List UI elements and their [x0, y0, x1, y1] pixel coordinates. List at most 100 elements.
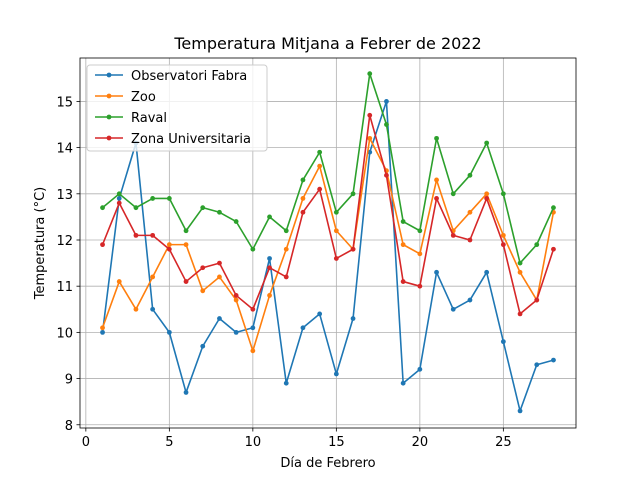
data-point	[367, 112, 373, 118]
data-point	[484, 269, 490, 275]
axis-ticks: 0 5 10 15 20 25 8 9 10 11 12 13 14 15	[56, 95, 511, 450]
series-line	[101, 100, 554, 412]
data-point	[333, 371, 339, 377]
data-point	[267, 256, 272, 261]
series-layer	[100, 71, 556, 414]
series-line	[101, 114, 555, 315]
y-tick-label: 12	[56, 234, 73, 249]
data-point	[250, 306, 256, 312]
data-point	[333, 228, 339, 234]
y-axis-title: Temperatura (°C)	[33, 187, 48, 300]
data-point	[233, 219, 239, 224]
data-point	[500, 232, 506, 238]
data-point	[166, 329, 172, 335]
data-point	[300, 196, 306, 201]
data-point	[200, 265, 206, 271]
data-point	[250, 348, 256, 354]
legend-marker	[106, 135, 112, 141]
data-point	[116, 279, 122, 284]
data-point	[200, 288, 206, 294]
chart-title: Temperatura Mitjana a Febrer de 2022	[173, 34, 481, 53]
x-tick-label: 0	[82, 435, 90, 450]
data-point	[484, 196, 490, 201]
data-point	[283, 274, 289, 280]
data-point	[183, 228, 189, 234]
data-point	[400, 219, 406, 224]
data-point	[367, 71, 373, 77]
data-point	[100, 242, 105, 248]
data-point	[317, 149, 323, 155]
data-point	[150, 306, 156, 312]
data-point	[217, 209, 222, 215]
data-point	[350, 191, 356, 197]
data-point	[484, 140, 490, 146]
data-point	[116, 191, 122, 197]
data-point	[434, 177, 439, 183]
data-point	[517, 269, 523, 275]
data-point	[500, 191, 506, 197]
plot-frame	[79, 57, 577, 429]
data-point	[183, 390, 189, 395]
data-point	[267, 265, 272, 271]
series-line	[101, 137, 555, 352]
data-point	[100, 325, 105, 331]
legend-marker	[106, 93, 112, 99]
data-point	[317, 311, 323, 317]
x-tick-label: 5	[165, 435, 173, 450]
x-axis-title: Día de Febrero	[280, 456, 375, 471]
data-point	[350, 246, 356, 252]
data-point	[217, 260, 222, 266]
data-point	[250, 246, 256, 252]
data-point	[233, 329, 239, 335]
x-tick-label: 20	[412, 435, 429, 450]
series-3	[100, 112, 556, 317]
data-point	[283, 380, 289, 386]
data-point	[450, 306, 456, 312]
x-tick-label: 15	[328, 435, 345, 450]
y-tick-label: 14	[56, 142, 73, 157]
data-point	[434, 135, 439, 141]
data-point	[350, 316, 356, 321]
data-point	[166, 246, 172, 252]
legend: Observatori Fabra Zoo Raval Zona Universita…	[86, 64, 268, 152]
data-point	[500, 339, 506, 345]
data-point	[133, 232, 139, 238]
data-point	[317, 186, 323, 192]
legend-marker	[106, 72, 112, 78]
y-tick-label: 10	[56, 326, 73, 341]
y-tick-label: 11	[56, 280, 73, 295]
y-tick-label: 13	[56, 188, 73, 203]
x-tick-label: 25	[495, 435, 512, 450]
data-point	[183, 279, 189, 284]
data-point	[283, 246, 289, 252]
data-point	[100, 329, 105, 335]
legend-entry-label: Zoo	[131, 90, 156, 105]
data-point	[417, 283, 423, 289]
data-point	[534, 362, 540, 368]
data-point	[384, 122, 389, 127]
data-point	[467, 172, 473, 178]
legend-entry-label: Zona Universitaria	[131, 132, 251, 147]
data-point	[467, 209, 473, 215]
data-point	[484, 191, 490, 197]
data-point	[417, 228, 423, 234]
data-point	[300, 325, 306, 331]
data-point	[283, 228, 289, 234]
data-point	[300, 209, 306, 215]
series-line	[102, 72, 555, 264]
data-point	[551, 357, 556, 363]
legend-box	[86, 64, 268, 152]
data-point	[217, 316, 222, 321]
data-point	[551, 205, 556, 211]
data-point	[100, 205, 105, 211]
data-point	[317, 163, 323, 169]
data-point	[166, 242, 172, 248]
legend-entry-label: Observatori Fabra	[131, 69, 247, 84]
data-point	[534, 242, 540, 248]
data-point	[417, 251, 423, 257]
data-point	[116, 200, 122, 206]
data-point	[384, 99, 389, 104]
data-point	[300, 177, 306, 183]
data-point	[517, 408, 523, 414]
